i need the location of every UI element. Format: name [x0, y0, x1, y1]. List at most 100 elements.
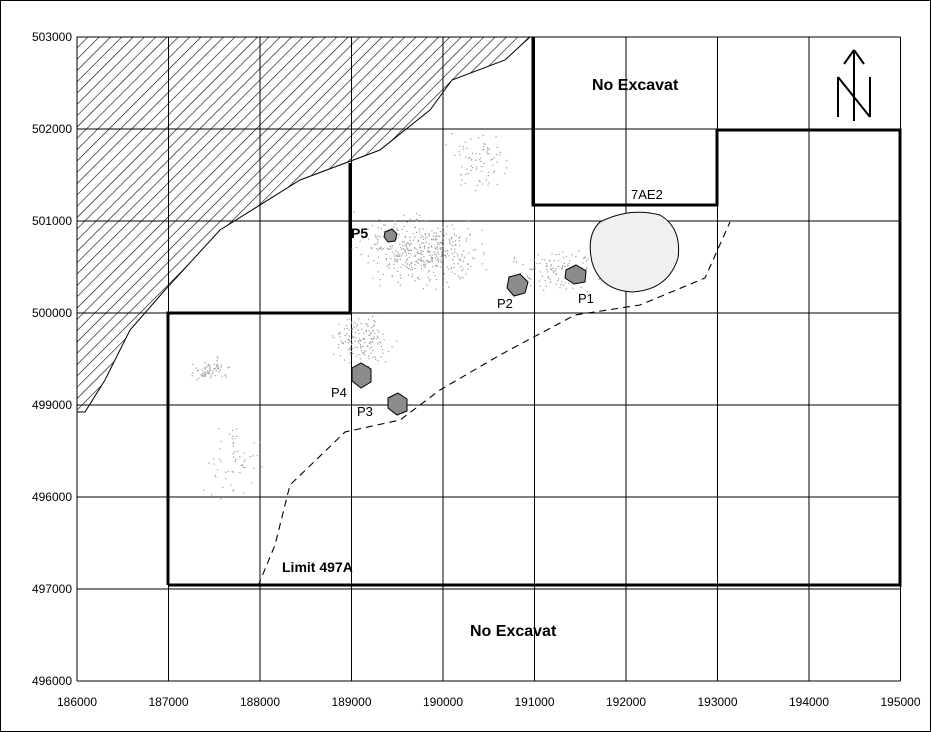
scatter-dot [536, 262, 538, 264]
scatter-dot [200, 374, 202, 376]
scatter-dot [445, 255, 447, 257]
scatter-dot [333, 337, 335, 339]
scatter-dot [363, 338, 365, 340]
excavation-boundary-west [166, 163, 352, 585]
scatter-dot [420, 259, 423, 261]
scatter-dot [346, 319, 348, 321]
scatter-dot [343, 328, 346, 330]
scatter-dot [377, 343, 379, 345]
scatter-dot [561, 281, 563, 283]
scatter-dot [422, 288, 424, 290]
scatter-dot [344, 359, 346, 361]
scatter-dot [353, 336, 355, 338]
scatter-dot [351, 335, 354, 337]
scatter-dot [440, 249, 442, 251]
scatter-dot [349, 362, 351, 364]
scatter-dot [418, 262, 420, 264]
scatter-dot [513, 258, 515, 260]
scatter-dot [530, 278, 532, 280]
scatter-dot [353, 326, 355, 329]
scatter-dot [563, 256, 565, 259]
scatter-dot [428, 233, 430, 235]
scatter-dot [397, 259, 399, 261]
scatter-dot [398, 255, 401, 257]
scatter-dot [370, 332, 372, 334]
scatter-dot [228, 433, 230, 435]
scatter-dot [544, 259, 546, 261]
scatter-dot [372, 277, 374, 279]
scatter-dot [400, 266, 402, 269]
scatter-dot [403, 214, 405, 217]
scatter-dot [441, 256, 443, 258]
scatter-dot [369, 341, 371, 344]
scatter-dot [359, 338, 361, 340]
scatter-dot [406, 230, 408, 232]
scatter-dot [431, 258, 433, 260]
scatter-dot [470, 265, 472, 268]
scatter-dot [406, 258, 408, 260]
scatter-dot [473, 258, 475, 260]
scatter-dot [554, 270, 556, 272]
scatter-dot [450, 238, 453, 240]
scatter-dot [232, 445, 234, 447]
scatter-dot [235, 428, 238, 430]
scatter-dot [378, 331, 380, 333]
pit-p4 [351, 362, 372, 389]
scatter-dot [399, 274, 402, 276]
scatter-dot [387, 350, 389, 353]
scatter-dot [397, 281, 399, 283]
scatter-dot [339, 355, 342, 357]
scatter-dot [399, 243, 401, 245]
scatter-dot [458, 258, 460, 260]
scatter-dot [419, 231, 421, 233]
scatter-dot [480, 157, 482, 159]
scatter-dot [215, 370, 217, 372]
scatter-dot [416, 248, 418, 250]
scatter-dot [410, 262, 412, 264]
scatter-dot [482, 134, 484, 136]
scatter-dot [446, 250, 448, 252]
scatter-dot [545, 285, 547, 287]
scatter-dot [453, 266, 455, 268]
scatter-dot [440, 261, 442, 263]
scatter-dot [379, 236, 381, 238]
scatter-dot [431, 245, 433, 247]
scatter-dot [522, 264, 524, 266]
scatter-dot [487, 153, 489, 155]
scatter-dot [453, 228, 455, 230]
scatter-dot [466, 168, 468, 170]
scatter-dot [349, 348, 351, 350]
scatter-dot [191, 375, 193, 377]
scatter-dot [441, 242, 443, 245]
scatter-dot [585, 260, 587, 262]
scatter-dot [405, 265, 407, 267]
scatter-dot [486, 151, 488, 153]
scatter-dot [388, 264, 390, 266]
limit-label: Limit 497A [282, 559, 353, 575]
hatched-exclusion-area [76, 36, 532, 413]
scatter-dot [202, 372, 204, 374]
scatter-dot [201, 375, 203, 377]
scatter-dot [418, 258, 421, 260]
scatter-dot [217, 363, 219, 365]
scatter-dot [460, 173, 462, 175]
scatter-dot [347, 342, 349, 344]
scatter-dot [420, 249, 422, 252]
scatter-dot [212, 370, 214, 372]
scatter-dot [550, 268, 552, 270]
scatter-dot [211, 373, 213, 375]
scatter-dot [472, 167, 474, 169]
scatter-dot [205, 374, 207, 376]
scatter-dot [444, 254, 446, 256]
scatter-dot [347, 339, 349, 341]
scatter-dot [457, 275, 459, 277]
scatter-dot [458, 240, 460, 242]
scatter-dot [420, 237, 422, 239]
scatter-dot [377, 337, 379, 339]
scatter-dot [422, 228, 424, 230]
scatter-dot [437, 235, 439, 237]
scatter-dot [360, 344, 362, 346]
scatter-dot [377, 271, 379, 273]
scatter-dot [442, 286, 444, 288]
scatter-dot [368, 355, 370, 357]
